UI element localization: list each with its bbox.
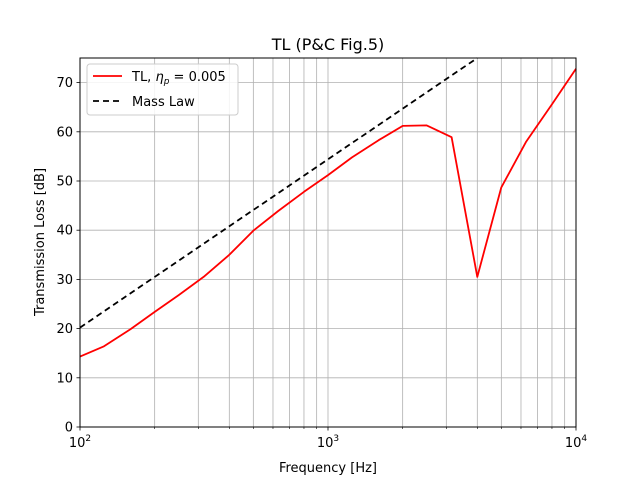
x-tick-label: 104 bbox=[565, 434, 588, 451]
y-tick-label: 50 bbox=[56, 175, 73, 190]
y-tick-label: 30 bbox=[56, 273, 73, 288]
y-tick-label: 60 bbox=[56, 125, 73, 140]
y-tick-label: 0 bbox=[65, 421, 73, 436]
x-axis-label: Frequency [Hz] bbox=[279, 461, 377, 476]
mass-law-line bbox=[79, 57, 478, 329]
legend-label: TL, ηp = 0.005 bbox=[131, 70, 226, 87]
series-lines bbox=[79, 57, 577, 358]
axis-ticks: 0 10 20 30 40 50 60 70 102 103 104 bbox=[56, 76, 587, 451]
y-tick-label: 20 bbox=[56, 322, 73, 337]
x-tick-label: 103 bbox=[317, 434, 339, 451]
legend: TL, ηp = 0.005 Mass Law bbox=[86, 63, 239, 116]
y-axis-label: Transmission Loss [dB] bbox=[33, 168, 48, 317]
legend-box bbox=[86, 63, 239, 116]
legend-label: Mass Law bbox=[132, 95, 195, 110]
y-tick-label: 10 bbox=[56, 371, 73, 386]
y-tick-label: 70 bbox=[56, 76, 73, 91]
chart-title: TL (P&C Fig.5) bbox=[271, 35, 385, 54]
x-tick-label: 102 bbox=[69, 434, 91, 451]
grid-lines bbox=[79, 58, 577, 428]
y-tick-label: 40 bbox=[56, 224, 73, 239]
tl-line bbox=[79, 68, 577, 358]
